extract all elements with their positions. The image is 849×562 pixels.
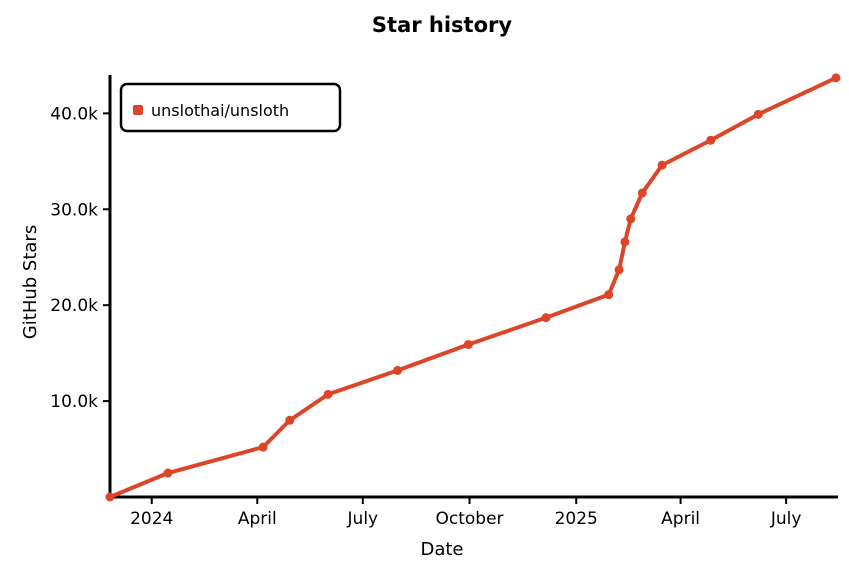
data-point (614, 265, 624, 275)
x-tick-label: 2024 (130, 509, 173, 529)
data-point (620, 237, 630, 247)
data-point (657, 160, 667, 170)
y-tick-label: 40.0k (50, 104, 98, 124)
legend-label: unslothai/unsloth (151, 101, 289, 120)
x-axis-label: Date (420, 539, 463, 560)
legend-swatch (133, 105, 143, 115)
data-point (753, 109, 763, 119)
x-tick-label: April (661, 509, 700, 529)
data-point (706, 135, 716, 145)
data-point (105, 492, 115, 502)
data-point (323, 389, 333, 399)
data-point (393, 365, 403, 375)
y-tick-label: 30.0k (50, 200, 98, 220)
y-axis-label: GitHub Stars (20, 225, 41, 339)
data-point (463, 340, 473, 350)
data-point (285, 415, 295, 425)
data-point (637, 188, 647, 198)
data-point (163, 468, 173, 478)
chart-title: Star history (372, 13, 512, 37)
series-line (108, 75, 838, 499)
data-point (604, 290, 614, 300)
y-tick-label: 20.0k (50, 296, 98, 316)
y-tick-label: 10.0k (50, 392, 98, 412)
data-point (541, 313, 551, 323)
legend: unslothai/unsloth (119, 82, 342, 133)
x-tick-label: April (238, 509, 277, 529)
data-point (626, 214, 636, 224)
x-tick-label: 2025 (555, 509, 598, 529)
x-tick-label: July (770, 509, 802, 529)
data-point (258, 442, 268, 452)
data-point (831, 73, 841, 83)
x-tick-label: October (435, 509, 503, 529)
x-tick-label: July (347, 509, 379, 529)
legend-box (119, 82, 342, 133)
